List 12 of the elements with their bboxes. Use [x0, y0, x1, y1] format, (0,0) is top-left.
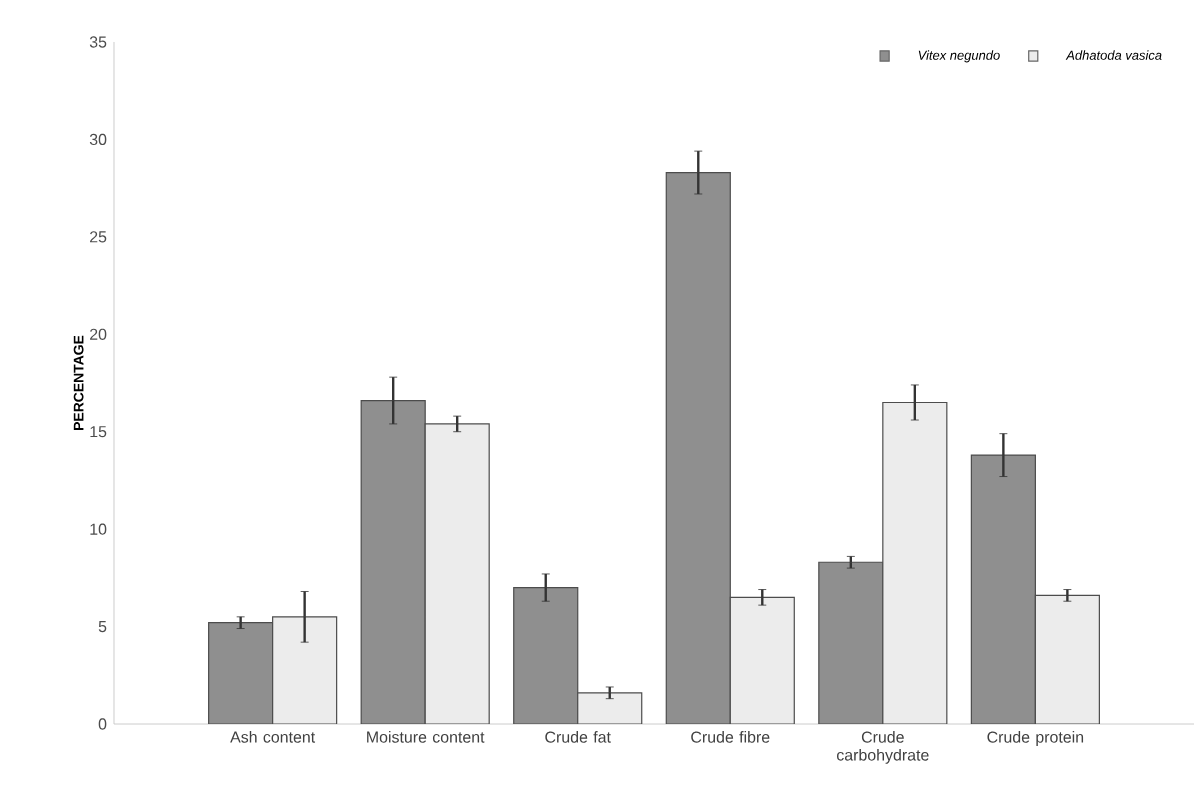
bar [513, 587, 579, 724]
bar [818, 561, 884, 724]
bar [577, 692, 643, 724]
bar [208, 622, 274, 724]
bar [729, 596, 795, 724]
bar [1034, 594, 1100, 724]
bar [882, 401, 948, 724]
bar [665, 171, 731, 724]
bar [272, 616, 338, 724]
bar [970, 454, 1036, 724]
bar [424, 423, 490, 724]
bar [360, 399, 426, 724]
